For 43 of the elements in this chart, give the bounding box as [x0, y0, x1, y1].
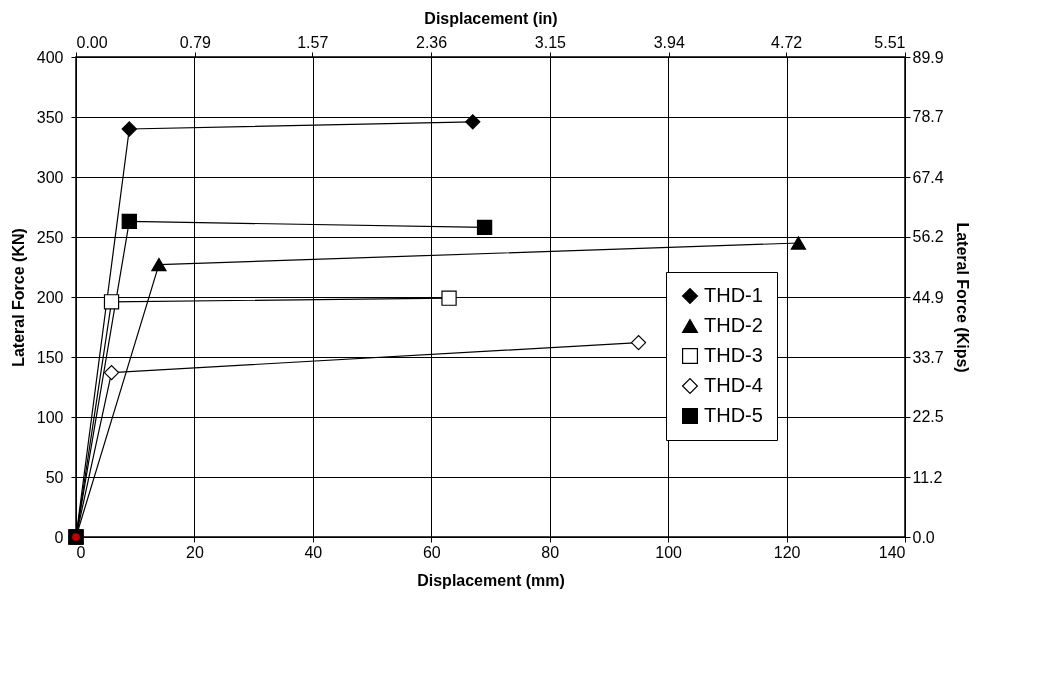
x2-tick-label: 4.72 — [771, 33, 803, 51]
x2-tick-label: 2.36 — [416, 33, 448, 51]
y-tick-label: 200 — [36, 288, 64, 306]
x2-axis-title: Displacement (in) — [424, 9, 558, 27]
legend-label: THD-3 — [704, 344, 763, 366]
y2-tick-label: 11.2 — [912, 468, 943, 486]
x-tick-label: 120 — [773, 543, 801, 561]
y2-tick-label: 56.2 — [912, 228, 944, 246]
x-tick-label: 20 — [186, 543, 204, 561]
x-tick-label: 60 — [422, 543, 441, 561]
x2-tick-label: 5.51 — [874, 33, 906, 51]
x-tick-label: 140 — [878, 543, 906, 561]
y2-tick-label: 89.9 — [912, 48, 944, 66]
x-tick-label: 100 — [655, 543, 683, 561]
y2-tick-label: 22.5 — [912, 408, 944, 426]
y-tick-label: 0 — [54, 528, 64, 546]
x-tick-label: 0 — [76, 543, 86, 561]
x2-tick-label: 0.00 — [76, 33, 108, 51]
y-tick-label: 100 — [36, 408, 64, 426]
y2-tick-label: 44.9 — [912, 288, 944, 306]
x-tick-label: 80 — [541, 543, 560, 561]
y-tick-label: 50 — [45, 468, 64, 486]
legend-label: THD-5 — [704, 404, 763, 426]
legend-label: THD-4 — [704, 374, 763, 396]
x-tick-label: 40 — [304, 543, 323, 561]
y-tick-label: 400 — [36, 48, 64, 66]
y2-tick-label: 0.0 — [912, 528, 935, 546]
y-axis-title: Lateral Force (KN) — [9, 228, 27, 367]
x2-tick-label: 1.57 — [297, 33, 329, 51]
y-tick-label: 150 — [36, 348, 64, 366]
y2-tick-label: 78.7 — [912, 108, 944, 126]
x2-tick-label: 0.79 — [179, 33, 212, 51]
x-axis-title: Displacement (mm) — [417, 571, 565, 589]
x2-tick-label: 3.94 — [653, 33, 685, 51]
x2-tick-label: 3.15 — [534, 33, 567, 51]
legend-label: THD-1 — [704, 284, 763, 306]
y2-tick-label: 67.4 — [912, 168, 944, 186]
legend-label: THD-2 — [704, 314, 763, 336]
y2-tick-label: 33.7 — [912, 348, 944, 366]
y-tick-label: 250 — [36, 228, 64, 246]
y-tick-label: 350 — [36, 108, 64, 126]
y2-axis-title: Lateral Force (Kips) — [953, 222, 971, 373]
y-tick-label: 300 — [36, 168, 64, 186]
